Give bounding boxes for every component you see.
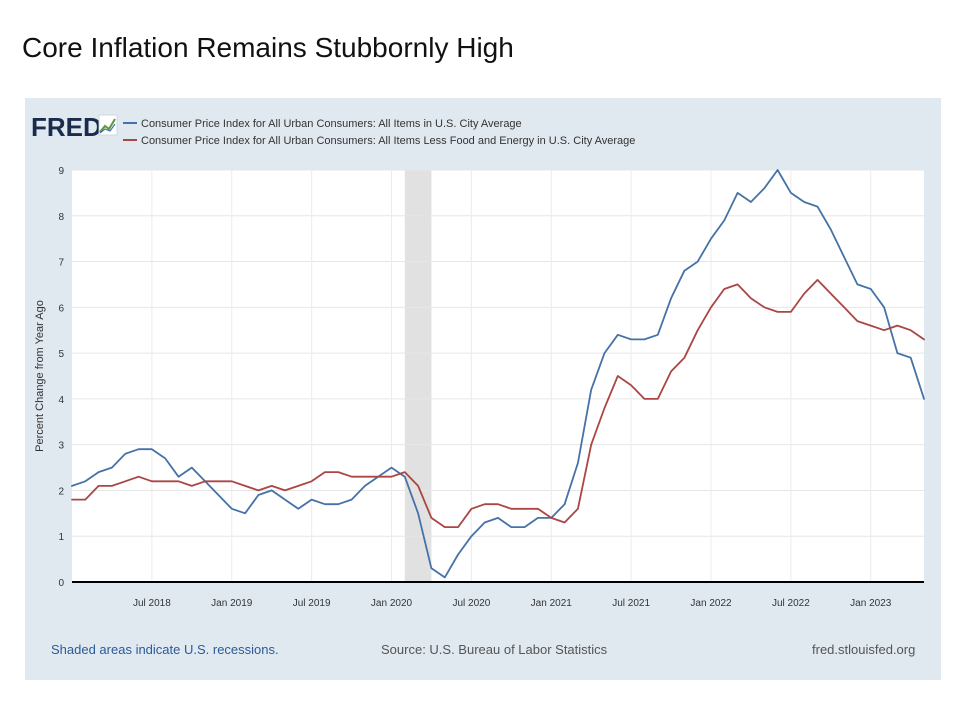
y-axis-ticks: 0 1 2 3 4 5 6 7 8 9 <box>58 166 64 589</box>
x-tick-label-2020-01: Jan 2020 <box>371 598 413 609</box>
recession-band-0 <box>404 170 432 582</box>
x-tick-label-2018-07: Jul 2018 <box>133 598 171 609</box>
fred-logo-chart-icon <box>98 114 118 136</box>
slide-title: Core Inflation Remains Stubbornly High <box>22 32 514 63</box>
fred-url[interactable]: fred.stlouisfed.org <box>812 642 915 657</box>
legend-label-cpi-all-items: Consumer Price Index for All Urban Consu… <box>141 118 522 130</box>
y-axis-label: Percent Change from Year Ago <box>34 300 46 452</box>
y-tick-label-5: 5 <box>58 349 64 360</box>
y-tick-label-3: 3 <box>58 441 64 452</box>
x-tick-label-2019-01: Jan 2019 <box>211 598 253 609</box>
x-tick-label-2022-07: Jul 2022 <box>772 598 810 609</box>
fred-logo: FRED <box>31 112 118 142</box>
legend-label-cpi-core: Consumer Price Index for All Urban Consu… <box>141 135 635 147</box>
series <box>71 169 925 579</box>
grid <box>72 169 924 582</box>
y-tick-label-0: 0 <box>58 578 64 589</box>
x-tick-label-2023-01: Jan 2023 <box>850 598 892 609</box>
y-tick-label-9: 9 <box>58 166 64 177</box>
x-axis-ticks: Jul 2018 Jan 2019 Jul 2019 Jan 2020 Jul 2020… <box>133 598 892 609</box>
source-note: Source: U.S. Bureau of Labor Statistics <box>381 642 608 657</box>
plot-area <box>72 170 924 582</box>
series-line-0 <box>71 169 925 579</box>
recession-shading <box>404 170 432 582</box>
y-tick-label-4: 4 <box>58 395 64 406</box>
y-tick-label-2: 2 <box>58 486 64 497</box>
recession-note: Shaded areas indicate U.S. recessions. <box>51 642 279 657</box>
chart-svg: FRED Consumer Price Index for All Urban … <box>31 112 925 657</box>
fred-graph-panel: FRED Consumer Price Index for All Urban … <box>25 98 941 680</box>
x-tick-label-2022-01: Jan 2022 <box>690 598 732 609</box>
x-tick-label-2021-07: Jul 2021 <box>612 598 650 609</box>
x-tick-label-2021-01: Jan 2021 <box>531 598 573 609</box>
y-tick-label-6: 6 <box>58 303 64 314</box>
x-tick-label-2019-07: Jul 2019 <box>293 598 331 609</box>
y-tick-label-8: 8 <box>58 212 64 223</box>
fred-logo-text: FRED <box>31 112 102 142</box>
legend: Consumer Price Index for All Urban Consu… <box>123 118 635 147</box>
series-line-1 <box>71 278 925 529</box>
x-tick-label-2020-07: Jul 2020 <box>452 598 490 609</box>
y-tick-label-7: 7 <box>58 258 64 269</box>
y-tick-label-1: 1 <box>58 532 64 543</box>
